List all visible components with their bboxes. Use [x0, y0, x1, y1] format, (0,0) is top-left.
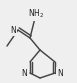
Text: N: N [22, 68, 27, 78]
Text: N: N [10, 25, 16, 35]
Text: NH$_2$: NH$_2$ [28, 8, 44, 20]
Text: N: N [58, 68, 63, 78]
